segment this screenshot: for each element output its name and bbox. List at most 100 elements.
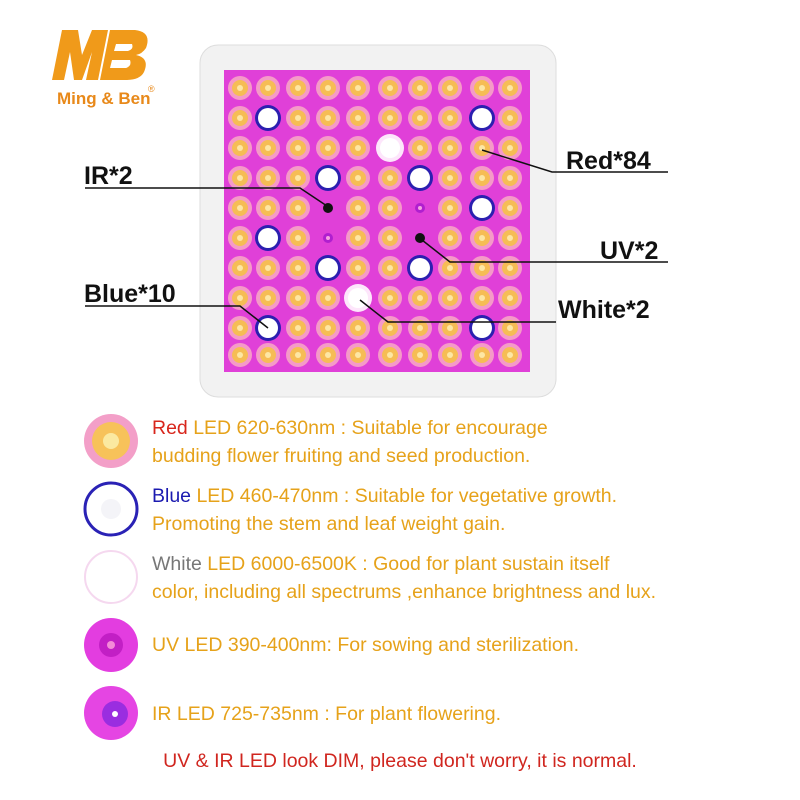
legend-item: IR LED 725-735nm : For plant flowering. [152, 700, 501, 728]
led [355, 115, 361, 121]
led [410, 258, 430, 278]
legend-text: LED 725-735nm : For plant flowering. [171, 703, 502, 725]
legend-name: IR [152, 703, 172, 725]
led [447, 205, 453, 211]
led [258, 228, 278, 248]
led [447, 295, 453, 301]
led [237, 175, 243, 181]
led [507, 85, 513, 91]
led [295, 352, 301, 358]
led [387, 352, 393, 358]
led [472, 108, 492, 128]
led [447, 175, 453, 181]
legend-item: White LED 6000-6500K : Good for plant su… [152, 550, 656, 606]
led [237, 235, 243, 241]
led [325, 85, 331, 91]
led [237, 352, 243, 358]
led [479, 145, 485, 151]
led [479, 235, 485, 241]
led [325, 295, 331, 301]
legend-text: LED 6000-6500K : Good for plant sustain … [201, 553, 610, 575]
brand-mark: ® [148, 84, 155, 94]
led [355, 85, 361, 91]
led [295, 325, 301, 331]
legend-item: Red LED 620-630nm : Suitable for encoura… [152, 414, 548, 470]
legend-name: Blue [152, 485, 192, 507]
led [355, 325, 361, 331]
led [417, 145, 423, 151]
led [387, 85, 393, 91]
led [447, 235, 453, 241]
led [295, 145, 301, 151]
legend-item: UV LED 390-400nm: For sowing and sterili… [152, 631, 579, 659]
led [417, 295, 423, 301]
legend-item: Blue LED 460-470nm : Suitable for vegeta… [152, 482, 617, 538]
legend-name: Red [152, 417, 188, 439]
led [417, 352, 423, 358]
led [507, 175, 513, 181]
led [265, 145, 271, 151]
led [355, 175, 361, 181]
led [417, 85, 423, 91]
led [479, 352, 485, 358]
led-grid [228, 76, 522, 367]
led [265, 352, 271, 358]
led [237, 265, 243, 271]
led [258, 108, 278, 128]
footer-note: UV & IR LED look DIM, please don't worry… [163, 750, 637, 772]
callout-label: IR*2 [84, 162, 133, 190]
led [355, 265, 361, 271]
led [295, 85, 301, 91]
led [355, 145, 361, 151]
led [237, 115, 243, 121]
led [447, 325, 453, 331]
led [507, 145, 513, 151]
legend-text: LED 460-470nm : Suitable for vegetative … [191, 485, 618, 507]
led [479, 265, 485, 271]
legend-text: color, including all spectrums ,enhance … [152, 581, 657, 603]
legend-text: LED 620-630nm : Suitable for encourage [187, 417, 548, 439]
legend-icons [83, 414, 139, 740]
led [387, 295, 393, 301]
led [507, 352, 513, 358]
led [507, 205, 513, 211]
led [265, 295, 271, 301]
led [325, 352, 331, 358]
brand-name: Ming & Ben [57, 89, 151, 108]
led [447, 85, 453, 91]
led [265, 205, 271, 211]
led [507, 265, 513, 271]
led [295, 265, 301, 271]
legend-text: Promoting the stem and leaf weight gain. [152, 513, 506, 535]
led [472, 318, 492, 338]
led [325, 145, 331, 151]
led [237, 205, 243, 211]
led [325, 325, 331, 331]
led [237, 145, 243, 151]
led [417, 325, 423, 331]
led [479, 85, 485, 91]
led [507, 295, 513, 301]
led [387, 235, 393, 241]
led [295, 205, 301, 211]
led [479, 175, 485, 181]
led [237, 85, 243, 91]
legend-name: White [152, 553, 202, 575]
led [355, 235, 361, 241]
led [325, 115, 331, 121]
legend-text: budding flower fruiting and seed product… [152, 445, 531, 467]
led [387, 205, 393, 211]
led [507, 325, 513, 331]
led [418, 206, 422, 210]
led [447, 115, 453, 121]
led [472, 198, 492, 218]
led [295, 295, 301, 301]
led [387, 265, 393, 271]
led [355, 205, 361, 211]
led [447, 265, 453, 271]
legend-name: UV [152, 634, 180, 656]
led [295, 115, 301, 121]
led [265, 265, 271, 271]
led [507, 235, 513, 241]
